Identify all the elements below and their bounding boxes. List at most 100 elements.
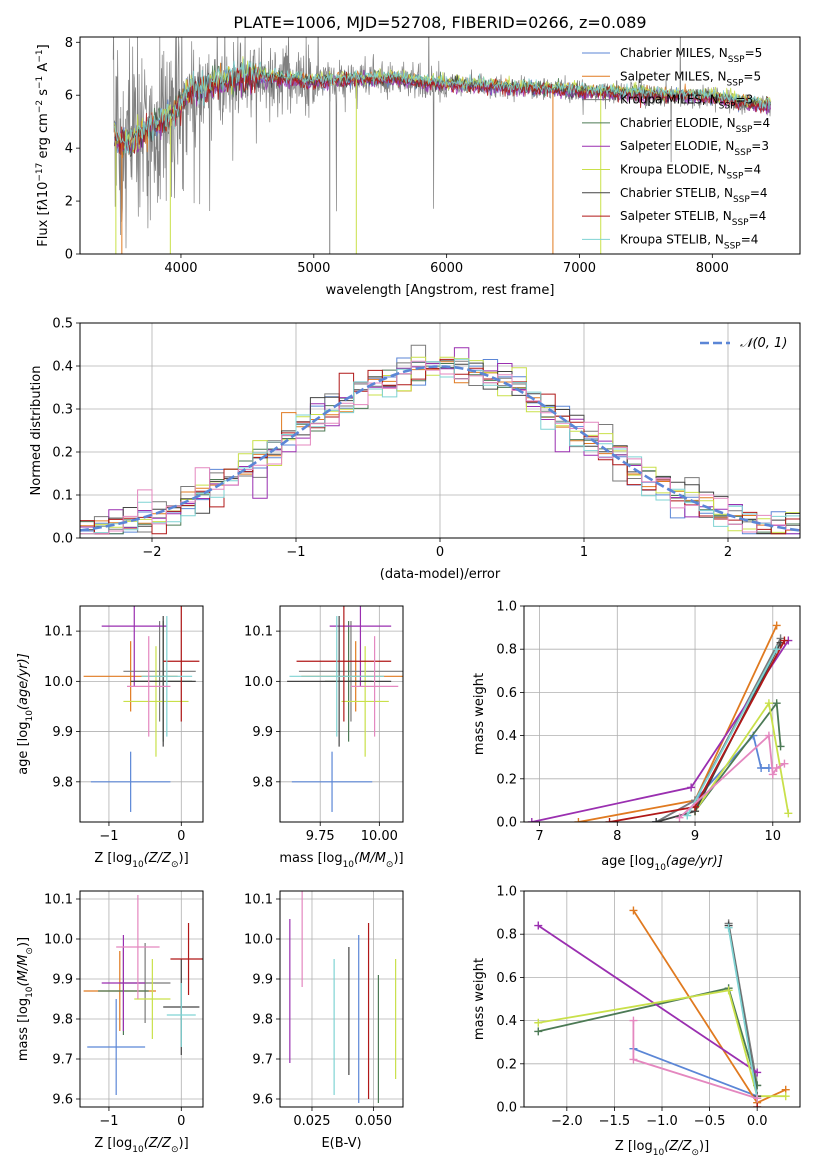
mass_weight_vs_age-series-line [686,648,778,816]
mass_weight_vs_Z-ytick-label: 0.2 [496,1057,517,1072]
mass_weight_vs_age-ytick-label: 0.2 [496,772,517,787]
residuals-xtick-label: −2 [142,545,161,560]
residuals-frame [79,322,801,539]
mass_weight_vs_Z-xtick-label: −1.5 [599,1114,631,1129]
mass_weight_vs_Z-series-line [537,924,758,1074]
residuals-ytick-label: 0.0 [52,532,73,547]
spectrum-legend-label-part: Kroupa STELIB, N [620,232,724,246]
mass_vs_Z-ytick-label: 9.6 [52,1093,73,1108]
mass_weight_vs_age-xtick-label: 9 [691,829,699,844]
mass_weight_vs_Z-y-axis-label: mass weight [472,958,487,1040]
mass_weight_vs_age-frame [523,605,801,823]
mass_vs_Z-ytick-label: 10.0 [44,933,73,948]
age_vs_mass-x-axis-label-part: )] [393,851,403,866]
mass_weight_vs_age-xtick-label: 7 [535,829,543,844]
mass_vs_EBV-ytick-label: 9.8 [252,1013,273,1028]
age_vs_Z-x-axis-label: Z [log10(Z/Z⊙)] [94,851,188,870]
mass_weight_vs_Z-point-marker [534,1027,543,1036]
mass_vs_Z-y-axis-label-part: 10 [25,986,35,998]
mass_vs_Z-y-axis-label: mass [log10(M/M⊙)] [16,937,35,1061]
age_vs_Z-y-axis-label-part: 10 [25,710,35,722]
mass_weight_vs_Z-point-marker [534,921,543,930]
age_vs_mass-plot-area [287,606,403,812]
spectrum-legend-label-part: Kroupa ELODIE, N [620,163,727,177]
mass_weight_vs_age-point-marker [772,621,781,630]
age_vs_Z-frame [79,605,204,823]
age_vs_mass-ytick-label: 10.1 [244,625,273,640]
mass_weight_vs_Z-ytick-label: 0.4 [496,1014,517,1029]
mass_weight_vs_Z-xtick-label: 0.0 [747,1114,768,1129]
spectrum-ytick-label: 8 [65,36,73,51]
mass_weight_vs_age-x-axis-label-part: 10 [654,863,666,873]
age_vs_Z-plot-area [83,606,200,812]
mass_weight_vs_age-point-marker [780,636,789,645]
spectrum-x-axis-label: wavelength [Angstrom, rest frame] [326,283,555,298]
age_vs_mass-frame [279,605,404,823]
spectrum-plot-area [112,37,772,254]
spectrum-legend-label-part: Salpeter MILES, N [620,69,727,83]
mass_vs_Z-panel: −1 09.69.79.89.910.010.1Z [log10(Z/Z⊙)]ma… [16,890,204,1155]
mass_weight_vs_age-plot-area [527,621,793,822]
age_vs_mass-x-axis-label-part: (M/M [354,851,386,866]
mass_weight_vs_age-x-axis-label-part: (age/yr)] [666,854,723,869]
mass_weight_vs_age-point-marker [772,764,781,772]
mass_weight_vs_Z-point-marker [629,1055,638,1064]
spectrum-legend-label-part: SSP [719,102,736,112]
mass_weight_vs_Z-point-marker [753,1094,762,1103]
mass_vs_EBV-panel: 0.025 0.050 9.6 9.7 9.8 9.9 10.0 10.1 E(B-V) [244,890,404,1151]
mass_weight_vs_age-point-marker [764,731,773,740]
spectrum-y-axis-label-part: 10 [36,182,51,199]
residuals-ytick-label: 0.3 [52,403,73,418]
age_vs_mass-ytick-label: 10.0 [244,675,273,690]
residuals-legend-label: 𝒩(0, 1) [740,336,787,351]
mass_weight_vs_age-point-marker [764,699,773,708]
mass_vs_Z-x-axis-label-part: ⊙ [171,1145,179,1155]
spectrum-legend-label-part: SSP [736,125,753,135]
age_vs_Z-ytick-label: 10.1 [44,625,73,640]
spectrum-legend-label-part: SSP [733,195,750,205]
residuals-x-axis-label: (data-model)/error [380,567,501,582]
spectrum-legend-label-part: =5 [743,69,761,83]
normal-distribution-curve [80,365,800,532]
mass_weight_vs_Z-point-marker [534,1018,543,1027]
mass_weight_vs_age-point-marker [574,818,583,822]
mass_vs_EBV-xtick-label: 0.050 [355,1114,392,1129]
spectrum-legend-label: Chabrier ELODIE, NSSP=4 [620,116,770,135]
spectrum-y-axis-label-part: A [36,63,51,76]
age_vs_Z-xtick-label: −1 [99,829,118,844]
spectrum-legend-label-part: =4 [749,209,767,223]
mass_weight_vs_age-x-axis-label: age [log10(age/yr)] [601,854,723,873]
spectrum-legend-label-part: SSP [727,78,744,88]
mass_weight_vs_Z-series-line [727,927,759,1099]
mass_weight_vs_Z-xtick-label: −0.5 [694,1114,726,1129]
spectrum-legend-label-part: SSP [727,172,744,182]
age_vs_mass-x-axis-label-part: ⊙ [386,860,394,870]
spectrum-legend-label-part: =4 [752,116,770,130]
mass_weight_vs_age-ytick-label: 0.4 [496,729,517,744]
residuals-panel: −2 −1 0 1 2 0.0 0.1 0.2 0.3 0.4 0.5 𝒩(0, 1) (data-mo… [29,317,801,582]
mass_weight_vs_age-ytick-label: 0.0 [496,816,517,831]
age_vs_Z-x-axis-label-part: Z [log [94,851,132,866]
mass_weight_vs_Z-xtick-label: −2.0 [551,1114,583,1129]
mass_weight_vs_Z-panel: −2.0 −1.5 −1.0 −0.5 0.0 0.0 0.2 0.4 0.6 0.8 1.0 Z [… [472,885,801,1158]
mass_vs_Z-y-axis-label-part: mass [log [16,998,31,1061]
mass_weight_vs_Z-x-axis-label-part: 10 [653,1148,665,1158]
mass_vs_Z-y-axis-label-part: (M/M [16,955,31,987]
mass_weight_vs_Z-plot-area [534,906,790,1107]
mass_vs_Z-ytick-label: 9.8 [52,1013,73,1028]
mass_weight_vs_age-ytick-label: 1.0 [496,600,517,615]
age_vs_Z-x-axis-label-part: 10 [132,860,144,870]
age_vs_Z-x-axis-label-part: ⊙ [171,860,179,870]
spectrum-ytick-label: 0 [65,248,73,263]
mass_vs_Z-x-axis-label-part: (Z/Z [144,1136,172,1151]
residual-histogram [80,360,800,535]
mass_vs_EBV-plot-area [289,891,397,1103]
mass_weight_vs_Z-point-marker [724,986,733,995]
spectrum-legend-label-part: SSP [734,148,751,158]
age_vs_Z-x-axis-label-part: (Z/Z [144,851,172,866]
mass_weight_vs_Z-series-line [538,989,786,1098]
